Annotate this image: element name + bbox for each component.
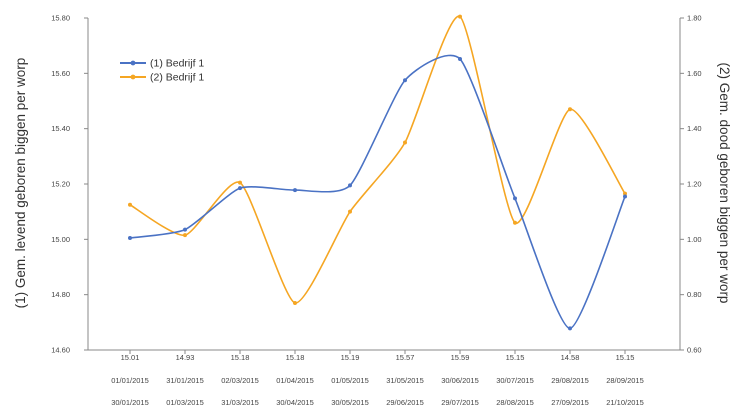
chart-series <box>128 14 627 331</box>
period-end-label: 27/09/2015 <box>551 398 589 407</box>
period-end-label: 21/10/2015 <box>606 398 644 407</box>
period-end-label: 29/07/2015 <box>441 398 479 407</box>
right-tick-label: 1.80 <box>687 14 702 23</box>
left-tick-label: 15.60 <box>51 69 70 78</box>
data-point <box>513 196 517 201</box>
category-labels: 15.01 01/01/2015 30/01/2015 14.93 31/01/2015… <box>111 350 644 407</box>
data-point <box>183 233 187 238</box>
period-start-label: 01/05/2015 <box>331 376 369 385</box>
left-tick-label: 14.60 <box>51 346 70 355</box>
period-start-label: 01/01/2015 <box>111 376 149 385</box>
right-tick-label: 0.60 <box>687 346 702 355</box>
legend-entry: (1) Bedrijf 1 <box>150 58 204 70</box>
point-label: 15.19 <box>341 353 360 362</box>
data-point <box>183 227 187 232</box>
period-end-label: 01/03/2015 <box>166 398 204 407</box>
period-start-label: 30/07/2015 <box>496 376 534 385</box>
period-end-label: 31/03/2015 <box>221 398 259 407</box>
right-axis-title: (2) Gem. dood geboren biggen per worp <box>717 63 732 304</box>
right-tick-label: 1.40 <box>687 124 702 133</box>
data-point <box>623 191 627 196</box>
legend-entry: (2) Bedrijf 1 <box>150 72 204 84</box>
right-tick-label: 1.60 <box>687 69 702 78</box>
data-point <box>238 186 242 191</box>
data-point <box>403 78 407 83</box>
data-point <box>403 140 407 145</box>
point-label: 15.18 <box>231 353 250 362</box>
left-tick-label: 14.80 <box>51 290 70 299</box>
data-point <box>293 188 297 193</box>
point-label: 14.58 <box>561 353 580 362</box>
point-label: 14.93 <box>176 353 195 362</box>
series-line <box>129 54 626 330</box>
period-end-label: 30/04/2015 <box>276 398 314 407</box>
period-start-label: 29/08/2015 <box>551 376 589 385</box>
data-point <box>568 326 572 331</box>
left-axis-title: (1) Gem. levend geboren biggen per worp <box>13 58 28 309</box>
data-point <box>238 180 242 185</box>
point-label: 15.15 <box>616 353 635 362</box>
chart-legend: (1) Bedrijf 1 (2) Bedrijf 1 <box>120 58 204 84</box>
left-tick-label: 15.40 <box>51 124 70 133</box>
legend-swatch-marker <box>130 74 136 80</box>
left-tick-label: 15.80 <box>51 14 70 23</box>
period-end-label: 28/08/2015 <box>496 398 534 407</box>
period-start-label: 31/05/2015 <box>386 376 424 385</box>
right-axis-ticks: 0.60 0.80 1.00 1.20 1.40 1.60 1.80 <box>680 14 702 355</box>
period-start-label: 31/01/2015 <box>166 376 204 385</box>
right-tick-label: 1.00 <box>687 235 702 244</box>
period-end-label: 30/01/2015 <box>111 398 149 407</box>
data-point <box>513 220 517 225</box>
data-point <box>293 300 297 305</box>
data-point <box>348 209 352 214</box>
left-tick-label: 15.00 <box>51 235 70 244</box>
period-start-label: 30/06/2015 <box>441 376 479 385</box>
left-axis-ticks: 14.60 14.80 15.00 15.20 15.40 15.60 15.80 <box>51 14 88 355</box>
point-label: 15.57 <box>396 353 415 362</box>
period-start-label: 28/09/2015 <box>606 376 644 385</box>
legend-swatch-marker <box>130 60 136 66</box>
period-start-label: 01/04/2015 <box>276 376 314 385</box>
data-point <box>623 194 627 199</box>
period-end-label: 30/05/2015 <box>331 398 369 407</box>
period-end-label: 29/06/2015 <box>386 398 424 407</box>
data-point <box>128 202 132 207</box>
right-tick-label: 0.80 <box>687 290 702 299</box>
point-label: 15.01 <box>121 353 140 362</box>
data-point <box>458 14 462 19</box>
right-tick-label: 1.20 <box>687 180 702 189</box>
point-label: 15.59 <box>451 353 470 362</box>
period-start-label: 02/03/2015 <box>221 376 259 385</box>
data-point <box>348 183 352 188</box>
point-label: 15.15 <box>506 353 525 362</box>
left-tick-label: 15.20 <box>51 180 70 189</box>
point-label: 15.18 <box>286 353 305 362</box>
data-point <box>128 235 132 240</box>
data-point <box>458 56 462 61</box>
data-point <box>568 107 572 112</box>
